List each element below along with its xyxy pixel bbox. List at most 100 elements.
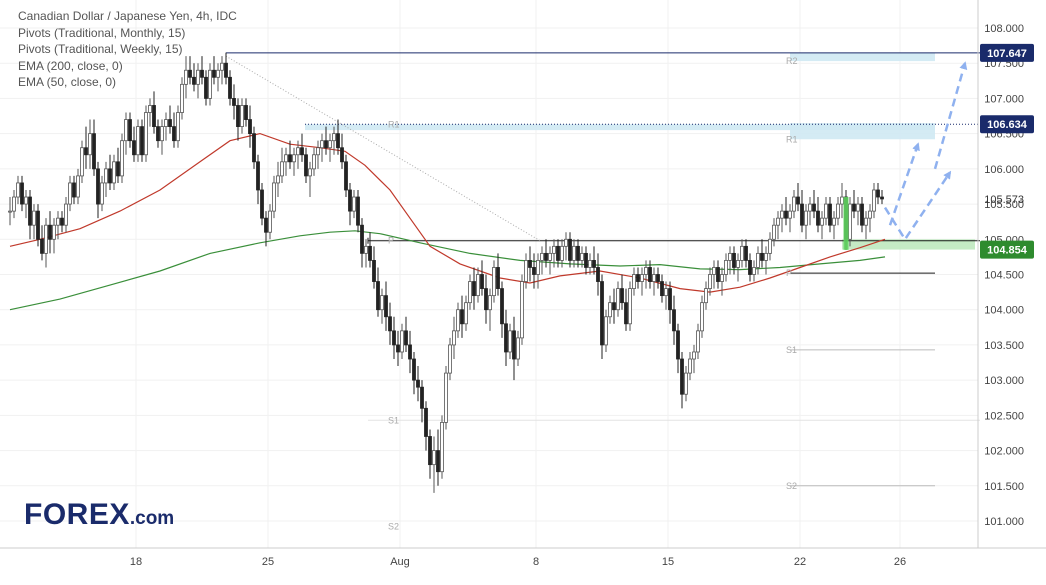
candle-body (128, 119, 132, 142)
candle-body (292, 154, 296, 163)
candle-body (544, 252, 548, 261)
candle-body (788, 210, 792, 219)
time-tick-label: 15 (662, 556, 674, 568)
candle-body (172, 126, 176, 142)
candle-body (368, 245, 372, 261)
price-badge-107.647: 107.647 (987, 48, 1027, 60)
candle-body (744, 245, 748, 261)
candle-body (620, 288, 624, 304)
candle-body (204, 76, 208, 99)
candle-body (376, 281, 380, 311)
candle-body (280, 161, 284, 177)
candle-body (188, 69, 192, 78)
candle-body (84, 147, 88, 156)
candle-body (404, 330, 408, 346)
candle-body (520, 281, 524, 339)
candle-body (236, 105, 240, 127)
candle-body (848, 203, 852, 240)
candle-body (776, 217, 780, 226)
candle-body (224, 62, 228, 78)
candle-body (640, 274, 644, 282)
candle-body (408, 344, 412, 360)
candle-body (832, 217, 836, 226)
candle-body (212, 69, 216, 78)
candle-body (828, 203, 832, 226)
candle-body (112, 161, 116, 184)
candle-body (524, 260, 528, 282)
candle-body (508, 330, 512, 353)
candle-body (140, 126, 144, 156)
candle-body (32, 210, 36, 226)
price-badge-bg (980, 240, 1034, 259)
price-axis: 108.000107.500107.000106.500106.000105.5… (977, 0, 1024, 548)
candle-body (836, 203, 840, 219)
price-tick-label: 106.000 (984, 164, 1024, 176)
candle-body (680, 358, 684, 395)
candle-body (468, 281, 472, 304)
candle-body (476, 274, 480, 297)
candle-body (352, 196, 356, 212)
price-tick-label: 105.500 (984, 199, 1024, 211)
time-tick-label: 25 (262, 556, 274, 568)
candle-body (760, 252, 764, 261)
price-tick-label: 101.000 (984, 516, 1024, 528)
candle-body (452, 330, 456, 346)
candle-body (164, 119, 168, 128)
candle-body (692, 351, 696, 360)
candle-body (668, 288, 672, 311)
candle-body (396, 344, 400, 353)
legend-symbol: Canadian Dollar / Japanese Yen, 4h, IDC (18, 9, 237, 23)
candle-body (60, 217, 64, 226)
candle-body (472, 281, 476, 297)
candle-body (736, 260, 740, 268)
candle-body (320, 140, 324, 149)
candle-body (624, 302, 628, 325)
candle-body (792, 196, 796, 212)
candle-body (412, 358, 416, 381)
pivot-label-R2: R2 (786, 56, 798, 66)
candle-body (424, 407, 428, 437)
candle-body (232, 98, 236, 106)
candle-body (308, 168, 312, 177)
candle-body (636, 274, 640, 282)
candle-body (8, 210, 12, 213)
candle-body (392, 330, 396, 346)
candle-body (548, 252, 552, 261)
candle-body (68, 182, 72, 205)
candle-body (820, 217, 824, 226)
candle-body (564, 238, 568, 247)
candle-body (332, 133, 336, 142)
r2-zone (790, 52, 935, 62)
candle-body (384, 295, 388, 318)
candle-body (80, 147, 84, 177)
candle-body (196, 69, 200, 85)
candle-body (536, 260, 540, 275)
candle-body (648, 267, 652, 282)
candle-body (568, 238, 572, 261)
candle-body (268, 210, 272, 233)
candle-body (168, 119, 172, 128)
candle-body (20, 182, 24, 205)
time-tick-label: 18 (130, 556, 142, 568)
candle-body (740, 245, 744, 261)
candle-body (700, 302, 704, 332)
pivot-label-S1: S1 (786, 345, 797, 355)
projection-arrows (883, 61, 968, 242)
candle-body (708, 274, 712, 289)
candle-body (12, 196, 16, 212)
candle-body (696, 330, 700, 353)
candle-body (372, 260, 376, 282)
candle-body (444, 372, 448, 423)
candle-body (756, 252, 760, 268)
price-badge-bg (980, 115, 1034, 134)
candle-body (576, 245, 580, 261)
candle-body (532, 267, 536, 275)
time-tick-label: 8 (533, 556, 539, 568)
logo-brand: FOREX (24, 498, 130, 531)
candle-body (872, 189, 876, 212)
candle-body (864, 217, 868, 226)
candle-body (272, 182, 276, 212)
candle-body (748, 260, 752, 275)
